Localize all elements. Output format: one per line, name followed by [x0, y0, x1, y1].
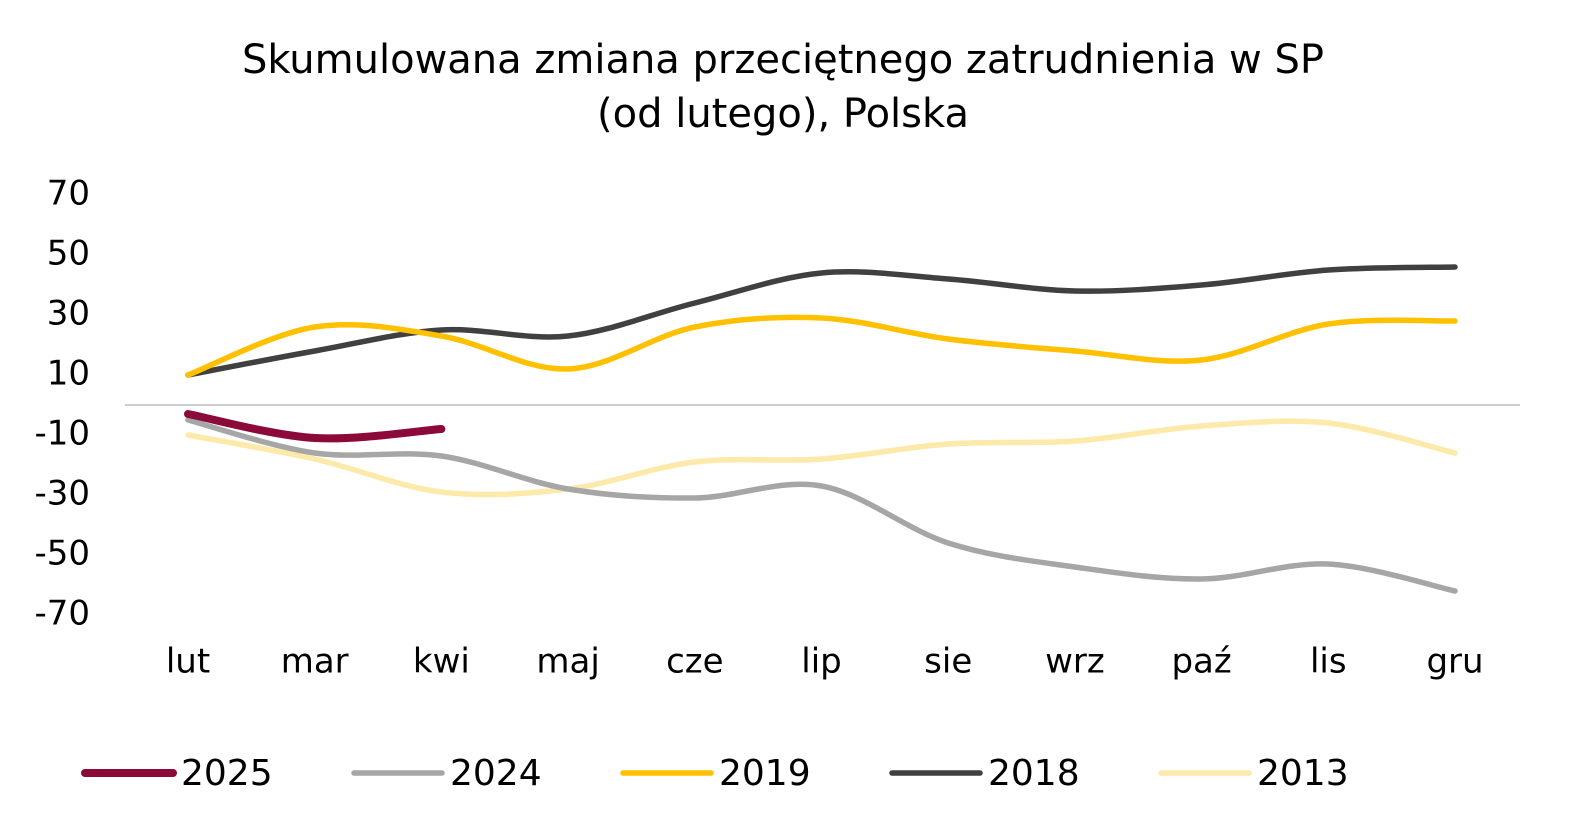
- x-tick-label: lis: [1310, 642, 1347, 682]
- x-tick-label: gru: [1426, 642, 1483, 682]
- y-tick-label: -50: [34, 534, 90, 574]
- x-tick-label: lip: [801, 642, 841, 682]
- x-tick-label: kwi: [413, 642, 470, 682]
- legend-label: 2024: [450, 753, 542, 794]
- x-tick-label: paź: [1171, 642, 1231, 682]
- x-tick-label: cze: [666, 642, 723, 682]
- x-tick-label: mar: [281, 642, 349, 682]
- y-tick-label: 10: [47, 354, 90, 394]
- x-tick-label: wrz: [1045, 642, 1105, 682]
- y-tick-label: -70: [34, 594, 90, 634]
- legend-label: 2025: [181, 753, 273, 794]
- y-tick-label: -10: [34, 414, 90, 454]
- chart-title: Skumulowana zmiana przeciętnego zatrudni…: [242, 37, 1324, 83]
- x-tick-label: lut: [166, 642, 210, 682]
- y-tick-label: 50: [47, 234, 90, 274]
- y-tick-label: 70: [47, 174, 90, 214]
- series-line: [184, 410, 446, 443]
- series-line: [185, 264, 1458, 378]
- x-tick-label: sie: [924, 642, 972, 682]
- legend-label: 2013: [1257, 753, 1349, 794]
- x-tick-label: maj: [536, 642, 599, 682]
- legend-label: 2019: [719, 753, 811, 794]
- y-tick-label: -30: [34, 474, 90, 514]
- series-line: [185, 314, 1458, 378]
- series-line: [185, 418, 1458, 498]
- chart-subtitle: (od lutego), Polska: [597, 91, 969, 137]
- series-line: [185, 417, 1458, 594]
- legend-label: 2018: [988, 753, 1080, 794]
- y-tick-label: 30: [47, 294, 90, 334]
